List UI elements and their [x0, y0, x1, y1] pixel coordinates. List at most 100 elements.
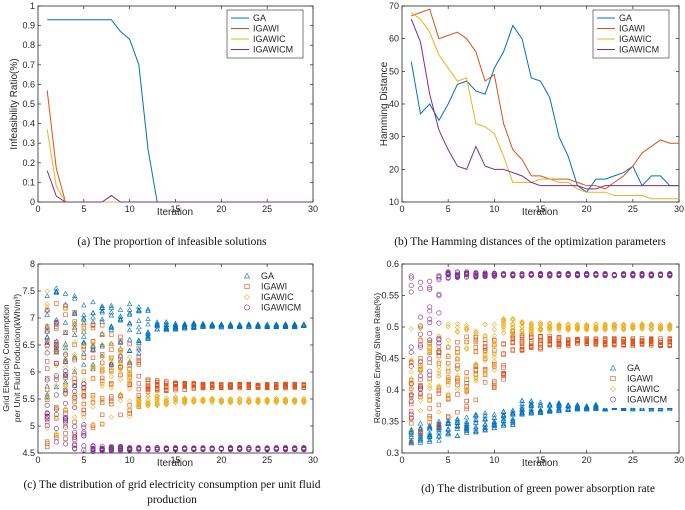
panel-c-point	[108, 368, 114, 374]
panel-d-point	[491, 362, 497, 369]
panel-c-point	[200, 384, 206, 390]
panel-c-point	[136, 350, 142, 356]
panel-c-point	[127, 377, 133, 383]
panel-c-legend-label-ga: GA	[261, 271, 274, 281]
panel-d-point	[620, 326, 627, 333]
panel-d-point	[417, 384, 423, 390]
panel-d-point	[445, 337, 451, 343]
panel-c-point	[301, 397, 307, 404]
panel-c-point	[109, 362, 114, 367]
panel-d-point	[482, 333, 488, 340]
panel-d-point	[427, 285, 433, 291]
panel-d-point	[408, 427, 414, 433]
panel-c-point	[53, 285, 60, 291]
panel-d-point	[454, 328, 461, 334]
panel-c-point	[282, 445, 288, 451]
panel-c-point	[63, 436, 68, 441]
panel-d-point	[510, 324, 516, 330]
panel-b-legend-label-ga: GA	[619, 13, 632, 23]
panel-d-point	[426, 423, 433, 429]
panel-d-point	[602, 271, 608, 277]
panel-c-point	[118, 393, 123, 398]
panel-d-xtick-label: 15	[535, 455, 545, 465]
panel-d-point	[418, 338, 423, 343]
panel-d-point	[445, 420, 451, 426]
panel-d-point	[611, 321, 617, 328]
panel-d-point	[473, 411, 479, 417]
panel-c-point	[154, 447, 160, 453]
panel-c-ytick-label: 6	[30, 367, 35, 377]
panel-c-point	[191, 399, 197, 405]
panel-b-ytick-label: 30	[389, 132, 399, 142]
panel-d-point	[409, 439, 414, 444]
panel-d-point	[621, 272, 627, 278]
panel-d-point	[657, 324, 664, 330]
panel-d-point	[658, 273, 664, 279]
panel-c-point	[264, 382, 270, 387]
panel-d-point	[455, 392, 460, 397]
panel-d-point	[602, 272, 608, 278]
panel-c-point	[255, 397, 261, 404]
panel-c-xtick-label: 10	[125, 455, 135, 465]
panel-d-point	[445, 429, 451, 435]
panel-c-point	[81, 433, 87, 439]
panel-d-point	[436, 364, 442, 370]
panel-c-point	[282, 399, 289, 405]
panel-d-ytick-label: 0.55	[381, 291, 399, 301]
panel-c-point	[209, 398, 215, 404]
panel-d-point	[584, 273, 590, 279]
panel-d-point	[409, 359, 414, 364]
panel-d-point	[492, 385, 497, 390]
panel-d-legend-box	[601, 360, 677, 408]
panel-c-point	[218, 322, 225, 328]
panel-d-point	[584, 271, 590, 277]
panel-d-point	[611, 325, 617, 331]
panel-c-point	[117, 366, 124, 372]
panel-c-point	[53, 362, 59, 369]
panel-c-point	[292, 382, 297, 387]
panel-c-point	[81, 302, 87, 308]
panel-c-point	[127, 380, 132, 386]
panel-d-point	[436, 368, 442, 374]
panel-c-point	[72, 380, 77, 385]
panel-d-point	[464, 387, 470, 393]
panel-c-grid-electricity-chart: 0 5 10 15 20 25 304.555.566.577.58GAIGAWIIGAWI…	[1, 259, 321, 506]
panel-d-point	[510, 273, 516, 279]
panel-d-point	[639, 324, 645, 330]
panel-d-point	[418, 430, 423, 435]
panel-d-point	[473, 371, 479, 378]
panel-c-point	[44, 402, 50, 408]
panel-d-point	[454, 356, 461, 362]
panel-c-point	[72, 443, 78, 449]
panel-d-point	[583, 403, 590, 409]
panel-c-point	[72, 371, 78, 378]
panel-d-point	[574, 322, 581, 329]
panel-c-point	[209, 321, 215, 327]
panel-c-point	[90, 314, 96, 320]
panel-c-point	[136, 397, 142, 403]
panel-c-point	[118, 444, 124, 450]
panel-d-point	[491, 339, 497, 345]
panel-a-ytick-label: 0.6	[22, 79, 35, 89]
panel-d-point	[427, 406, 432, 411]
panel-c-point	[109, 382, 114, 387]
panel-c-point	[136, 400, 142, 406]
panel-d-point	[584, 337, 589, 342]
panel-c-point	[237, 399, 243, 405]
panel-a-infeasibility-chart: 0 5 10 15 20 25 30 0 0.1 0.2 0.3 0.4 0.5 0.6 0.7 0.8 0.9…	[9, 1, 318, 248]
panel-c-point	[154, 393, 160, 399]
panel-d-point	[473, 376, 479, 383]
panel-d-point	[491, 354, 497, 360]
panel-c-point	[145, 335, 151, 341]
panel-d-point	[593, 272, 599, 278]
panel-c-point	[145, 384, 151, 389]
panel-d-point	[445, 360, 451, 366]
panel-a-ytick-label: 0.8	[22, 40, 35, 50]
panel-c-point	[72, 399, 77, 405]
panel-c-point	[273, 398, 279, 404]
panel-d-point	[436, 348, 442, 354]
panel-c-point	[191, 446, 197, 452]
panel-c-point	[218, 321, 225, 327]
panel-d-point	[501, 341, 506, 346]
panel-c-point	[126, 306, 133, 312]
